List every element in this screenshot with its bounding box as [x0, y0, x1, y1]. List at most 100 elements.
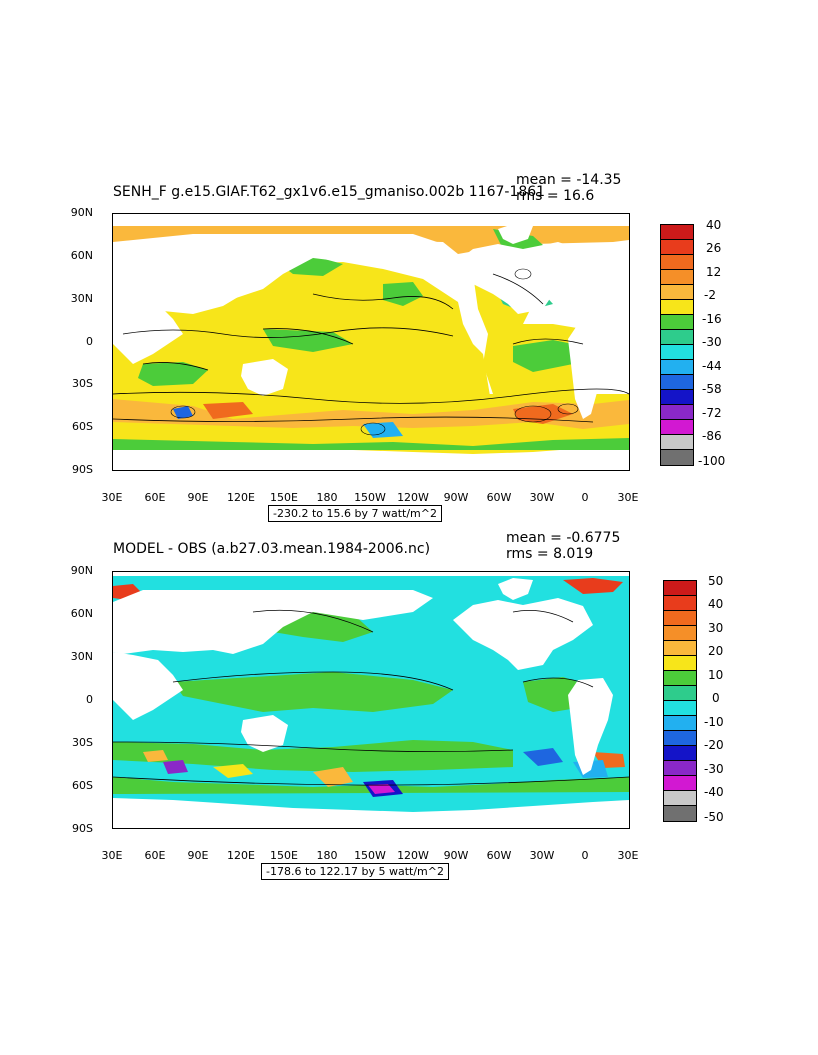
lon-label: 90E — [187, 849, 209, 862]
lon-label: 60E — [144, 849, 166, 862]
mean-stat: mean = -14.35 — [516, 172, 622, 188]
colorbar-label: -44 — [702, 359, 722, 373]
lat-label: 60S — [72, 779, 93, 792]
colorbar-label: -72 — [702, 406, 722, 420]
mean-stat: mean = -0.6775 — [506, 530, 621, 546]
colorbar-label: -16 — [702, 312, 722, 326]
lon-label: 0 — [581, 491, 589, 504]
panel-title: SENH_F g.e15.GIAF.T62_gx1v6.e15_gmaniso.… — [113, 184, 546, 200]
colorbar-swatch — [664, 596, 696, 611]
lon-label: 30E — [101, 849, 123, 862]
lat-label: 30N — [70, 650, 93, 663]
lon-label: 120E — [227, 849, 255, 862]
colorbar-label: 26 — [706, 241, 722, 255]
colorbar-swatch — [661, 300, 693, 315]
colorbar-swatch — [661, 255, 693, 270]
lat-label: 30N — [70, 292, 93, 305]
colorbar — [660, 224, 694, 466]
lon-label: 30E — [617, 849, 639, 862]
lon-label: 150E — [270, 849, 298, 862]
colorbar-swatch — [664, 746, 696, 761]
colorbar-label: 10 — [708, 668, 724, 682]
colorbar-label: 12 — [706, 265, 722, 279]
colorbar-swatch — [661, 375, 693, 390]
lat-label: 90N — [70, 206, 93, 219]
colorbar-label: 40 — [706, 218, 722, 232]
colorbar-swatch — [661, 225, 693, 240]
colorbar-label: -30 — [704, 762, 724, 776]
map-plot — [112, 213, 630, 471]
colorbar-swatch — [664, 641, 696, 656]
colorbar-swatch — [664, 806, 696, 821]
lon-label: 180 — [316, 491, 338, 504]
lon-label: 90W — [443, 849, 469, 862]
colorbar-label: 0 — [712, 691, 720, 705]
colorbar-swatch — [661, 435, 693, 450]
colorbar-label: 30 — [708, 621, 724, 635]
colorbar-label: -86 — [702, 429, 722, 443]
colorbar-swatch — [664, 761, 696, 776]
colorbar-swatch — [664, 671, 696, 686]
colorbar-swatch — [661, 315, 693, 330]
colorbar-label: 20 — [708, 644, 724, 658]
colorbar-label: 50 — [708, 574, 724, 588]
colorbar-label: -2 — [704, 288, 716, 302]
colorbar-swatch — [664, 716, 696, 731]
lon-label: 30W — [529, 849, 555, 862]
colorbar-swatch — [661, 330, 693, 345]
lat-label: 60N — [70, 249, 93, 262]
lon-label: 150W — [354, 491, 386, 504]
map-plot — [112, 571, 630, 829]
lat-label: 0 — [86, 335, 93, 348]
contour-range-label: -230.2 to 15.6 by 7 watt/m^2 — [268, 505, 442, 522]
lon-label: 180 — [316, 849, 338, 862]
lon-label: 60W — [486, 491, 512, 504]
rms-stat: rms = 8.019 — [506, 546, 594, 562]
colorbar-swatch — [661, 240, 693, 255]
contour-range-label: -178.6 to 122.17 by 5 watt/m^2 — [261, 863, 449, 880]
lon-label: 120W — [397, 849, 429, 862]
lat-label: 0 — [86, 693, 93, 706]
colorbar-swatch — [664, 626, 696, 641]
lon-label: 0 — [581, 849, 589, 862]
colorbar-swatch — [664, 776, 696, 791]
colorbar-swatch — [661, 390, 693, 405]
colorbar-label: -100 — [698, 454, 726, 468]
rms-stat: rms = 16.6 — [516, 188, 595, 204]
colorbar-label: -40 — [704, 785, 724, 799]
colorbar — [663, 580, 697, 822]
lon-label: 120E — [227, 491, 255, 504]
colorbar-swatch — [664, 791, 696, 806]
colorbar-swatch — [664, 731, 696, 746]
lon-label: 60W — [486, 849, 512, 862]
colorbar-swatch — [664, 656, 696, 671]
lon-label: 150E — [270, 491, 298, 504]
colorbar-swatch — [661, 450, 693, 465]
lat-label: 30S — [72, 377, 93, 390]
lon-label: 90E — [187, 491, 209, 504]
colorbar-label: 40 — [708, 597, 724, 611]
lon-label: 120W — [397, 491, 429, 504]
colorbar-swatch — [661, 285, 693, 300]
colorbar-label: -30 — [702, 335, 722, 349]
lat-label: 90N — [70, 564, 93, 577]
lon-label: 90W — [443, 491, 469, 504]
colorbar-swatch — [661, 405, 693, 420]
lat-label: 60N — [70, 607, 93, 620]
panel-title: MODEL - OBS (a.b27.03.mean.1984-2006.nc) — [113, 541, 431, 557]
colorbar-swatch — [664, 701, 696, 716]
lon-label: 30E — [617, 491, 639, 504]
lat-label: 90S — [72, 822, 93, 835]
colorbar-label: -10 — [704, 715, 724, 729]
lon-label: 60E — [144, 491, 166, 504]
colorbar-swatch — [661, 345, 693, 360]
sensible-heat-map — [113, 214, 629, 470]
colorbar-swatch — [661, 270, 693, 285]
lat-label: 30S — [72, 736, 93, 749]
model-minus-obs-map — [113, 572, 629, 828]
colorbar-swatch — [664, 581, 696, 596]
lon-label: 30E — [101, 491, 123, 504]
lat-label: 90S — [72, 463, 93, 476]
colorbar-swatch — [661, 360, 693, 375]
lon-label: 150W — [354, 849, 386, 862]
